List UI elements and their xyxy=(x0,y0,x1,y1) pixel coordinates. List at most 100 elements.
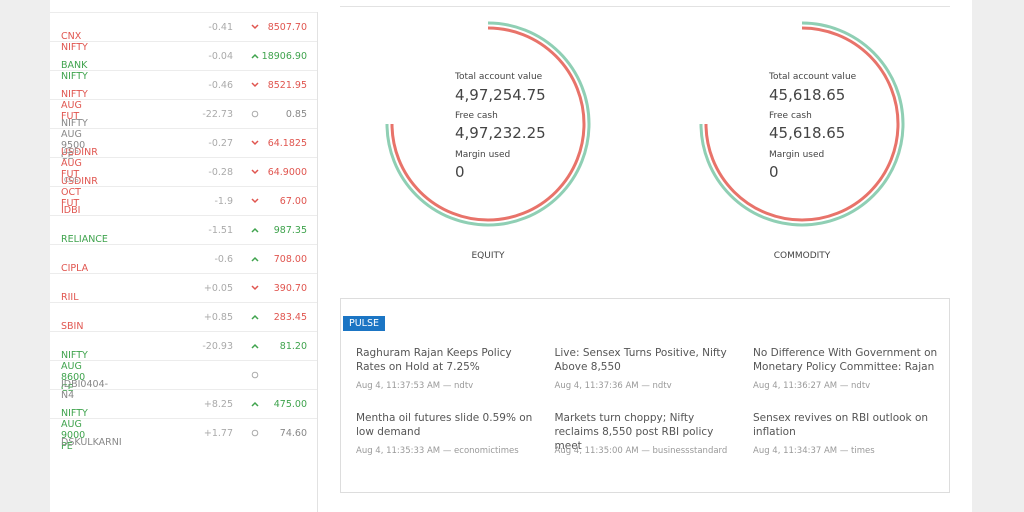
instrument-name-text: IDBI xyxy=(61,205,81,216)
news-title[interactable]: Markets turn choppy; Nifty reclaims 8,55… xyxy=(554,412,714,452)
news-title[interactable]: Mentha oil futures slide 0.59% on low de… xyxy=(356,412,533,438)
watchlist-row[interactable]: NIFTY AUG FUT -0.46 8521.95 xyxy=(50,70,317,122)
news-title[interactable]: Sensex revives on RBI outlook on inflati… xyxy=(753,412,929,438)
flat-dot xyxy=(251,110,259,118)
watchlist-row[interactable]: BANK NIFTY -0.04 18906.90 xyxy=(50,41,317,82)
watchlist-row[interactable]: IDBI -1.9 67.00 xyxy=(50,186,317,216)
donut-arc xyxy=(385,21,591,227)
donut-arc xyxy=(390,26,586,222)
instrument-name-text: NIFTY AUG 9500 CE xyxy=(61,118,88,162)
news-meta: Aug 4, 11:36:27 AM — ndtv xyxy=(753,381,871,391)
watchlist-row[interactable]: NIFTY AUG 8600 CE -20.93 81.20 xyxy=(50,331,317,394)
cash: 45,618.65 xyxy=(769,124,846,142)
news-meta: Aug 4, 11:35:00 AM — businessstandard xyxy=(554,446,728,456)
news-title[interactable]: Live: Sensex Turns Positive, Nifty Above… xyxy=(554,347,727,373)
margin: 0 xyxy=(769,163,779,181)
arrow-up xyxy=(251,343,259,349)
donuts xyxy=(385,21,905,227)
pulse-panel: PULSE Raghuram Rajan Keeps Policy Rates … xyxy=(340,298,950,493)
arrow-up xyxy=(251,401,259,407)
instrument-name-text: NIFTY AUG 9000 PE xyxy=(61,408,88,452)
divider xyxy=(340,6,950,7)
change: -22.73 xyxy=(202,109,233,120)
price: 64.9000 xyxy=(267,167,307,178)
price: 987.35 xyxy=(273,225,307,236)
news-meta: Aug 4, 11:37:53 AM — ndtv xyxy=(356,381,474,391)
news-title[interactable]: No Difference With Government on Monetar… xyxy=(753,347,938,373)
watchlist-row[interactable]: USDINR AUG FUT CDS -0.27 64.1825 xyxy=(50,128,317,180)
arrow-up xyxy=(251,53,259,59)
arrow-down xyxy=(251,285,259,291)
watchlist-row[interactable]: DSKULKARNI +1.77 74.60 xyxy=(50,418,317,448)
news-meta: Aug 4, 11:34:37 AM — times xyxy=(753,446,875,456)
price: 64.1825 xyxy=(267,138,307,149)
watchlist-row[interactable]: RELIANCE -1.51 987.35 xyxy=(50,215,317,245)
change: +0.05 xyxy=(203,283,233,294)
news-title[interactable]: Raghuram Rajan Keeps Policy Rates on Hol… xyxy=(356,347,512,373)
trend-icon xyxy=(251,227,259,233)
trend-icon xyxy=(251,82,259,88)
watchlist-row[interactable]: NIFTY AUG 9500 CE -22.73 0.85 xyxy=(50,99,317,162)
trend-icon xyxy=(251,429,259,437)
trend-icon xyxy=(251,371,259,379)
watchlist-row[interactable]: SBIN +0.85 283.45 xyxy=(50,302,317,332)
price: 81.20 xyxy=(279,341,307,352)
flat-dot xyxy=(251,429,259,437)
arrow-down xyxy=(251,198,259,204)
instrument-name-text: CNX NIFTY xyxy=(61,31,88,53)
margin-label: Margin used xyxy=(455,150,511,160)
price: 18906.90 xyxy=(261,51,307,62)
arrow-up xyxy=(251,256,259,262)
change: -0.27 xyxy=(208,138,233,149)
change: -20.93 xyxy=(202,341,233,352)
cash: 4,97,232.25 xyxy=(455,124,546,142)
cash-label: Free cash xyxy=(769,111,812,121)
trend-icon xyxy=(251,24,259,30)
watchlist-row[interactable]: RIIL +0.05 390.70 xyxy=(50,273,317,303)
instrument-name-text: DSKULKARNI xyxy=(61,437,122,448)
change: -0.04 xyxy=(208,51,233,62)
instrument-name-text: BANK NIFTY xyxy=(61,60,88,82)
change: -1.9 xyxy=(214,196,233,207)
news-meta: Aug 4, 11:35:33 AM — economictimes xyxy=(356,446,519,456)
watchlist-row[interactable]: CIPLA -0.6 708.00 xyxy=(50,244,317,274)
change: +0.85 xyxy=(203,312,233,323)
change: -0.46 xyxy=(208,80,233,91)
app: CNX NIFTY -0.41 8507.70 BANK NIFTY -0.04 1890… xyxy=(50,0,972,512)
trend-icon xyxy=(251,169,259,175)
arrow-down xyxy=(251,24,259,30)
watchlist-row[interactable]: USDINR OCT FUT CDS -0.28 64.9000 xyxy=(50,157,317,209)
price: 67.00 xyxy=(279,196,307,207)
arrow-up xyxy=(251,227,259,233)
price: 8507.70 xyxy=(267,22,307,33)
pulse-badge: PULSE xyxy=(343,316,386,331)
instrument-name-text: CIPLA xyxy=(61,263,89,274)
instrument-name-text: IDBI0404-N4 xyxy=(61,379,109,401)
price: 0.85 xyxy=(285,109,307,120)
arrow-down xyxy=(251,169,259,175)
cash-label: Free cash xyxy=(455,111,498,121)
change: +8.25 xyxy=(203,399,233,410)
trend-icon xyxy=(251,343,259,349)
arrow-down xyxy=(251,140,259,146)
exchange: CDS xyxy=(64,176,79,184)
trend-icon xyxy=(251,140,259,146)
trend-icon xyxy=(251,53,259,59)
instrument-name-text: RELIANCE xyxy=(61,234,108,245)
watchlist-row[interactable]: NIFTY AUG 9000 PE +8.25 475.00 xyxy=(50,389,317,452)
watchlist-row[interactable]: IDBI0404-N4 xyxy=(50,360,317,401)
trend-icon xyxy=(251,314,259,320)
total-label: Total account value xyxy=(455,72,543,82)
total-label: Total account value xyxy=(769,72,857,82)
change: +1.77 xyxy=(203,428,233,439)
trend-icon xyxy=(251,110,259,118)
change: -0.6 xyxy=(214,254,233,265)
total: 45,618.65 xyxy=(769,86,846,104)
change: -0.28 xyxy=(208,167,233,178)
price: 475.00 xyxy=(273,399,307,410)
trend-icon xyxy=(251,285,259,291)
price: 283.45 xyxy=(273,312,307,323)
instrument-name-text: NIFTY AUG 8600 CE xyxy=(61,350,88,394)
watchlist-row[interactable]: CNX NIFTY -0.41 8507.70 xyxy=(50,12,317,53)
news-meta: Aug 4, 11:37:36 AM — ndtv xyxy=(554,381,672,391)
